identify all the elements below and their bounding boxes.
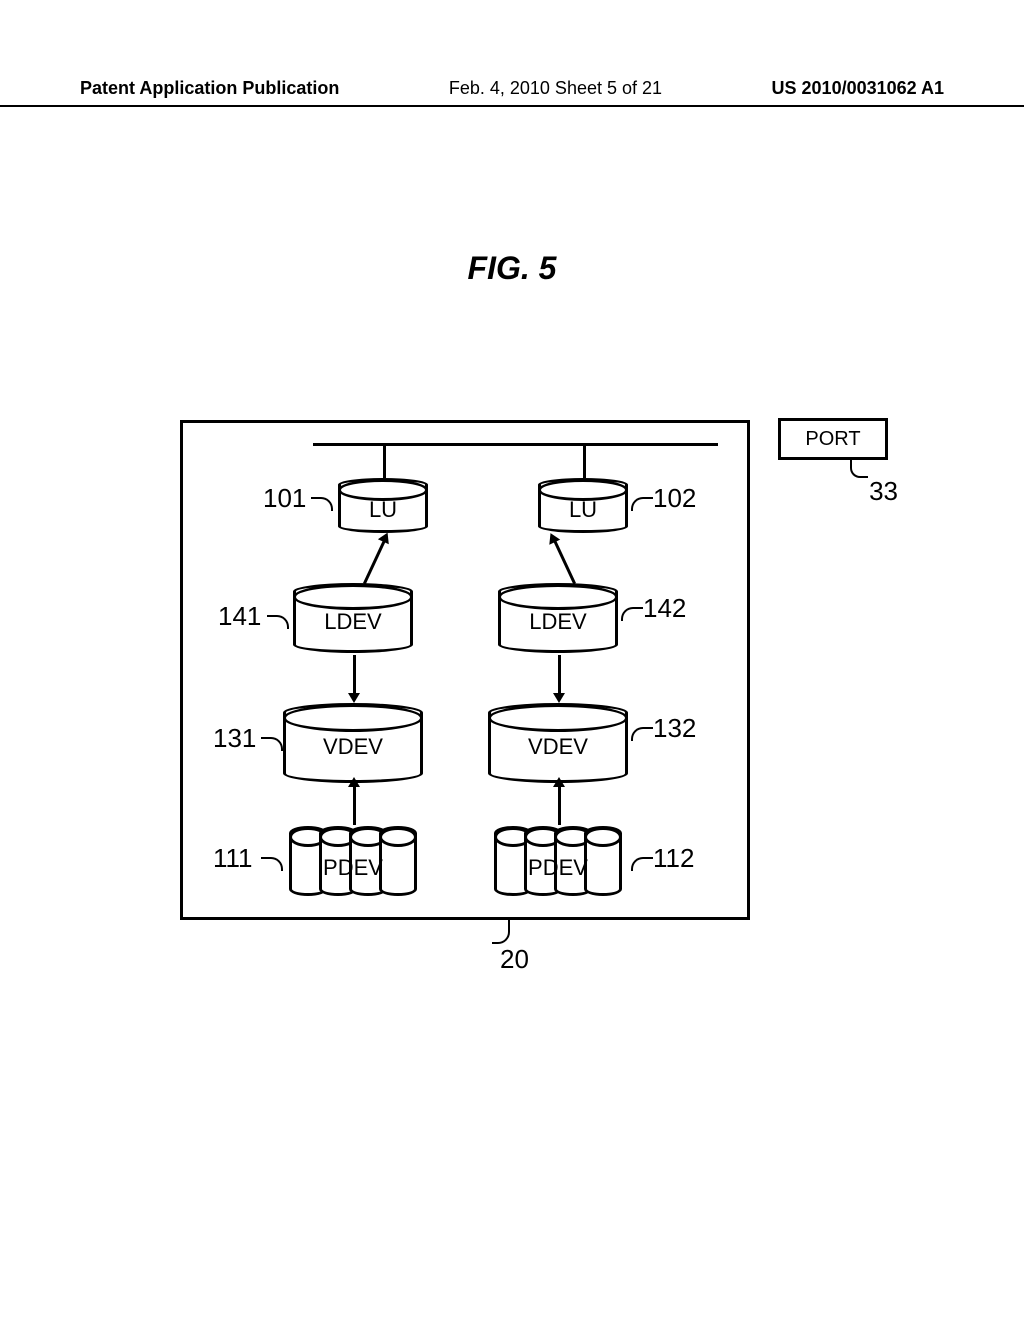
ref-142: 142 xyxy=(643,593,686,624)
ldev-2-label: LDEV xyxy=(529,609,586,635)
ref-112: 112 xyxy=(653,843,694,874)
ref-20: 20 xyxy=(500,944,529,975)
arrow-pdev2-vdev2 xyxy=(558,785,561,825)
lead-141 xyxy=(267,615,289,629)
vdev-2: VDEV xyxy=(488,703,628,783)
ref-131: 131 xyxy=(213,723,256,754)
lead-111 xyxy=(261,857,283,871)
figure-title: FIG. 5 xyxy=(0,250,1024,287)
ldev-2: LDEV xyxy=(498,583,618,653)
pdev-2-disk xyxy=(584,826,622,896)
lead-20 xyxy=(492,920,510,944)
lu-1-label: LU xyxy=(369,497,397,523)
vdev-1: VDEV xyxy=(283,703,423,783)
lead-102 xyxy=(631,497,653,511)
pdev-2: PDEV xyxy=(488,823,628,898)
pdev-1-label: PDEV xyxy=(323,855,383,881)
ldev-1-label: LDEV xyxy=(324,609,381,635)
ref-141: 141 xyxy=(218,601,261,632)
lu-2-label: LU xyxy=(569,497,597,523)
figure-diagram: LU LU 101 102 LDEV LDEV 141 142 VDEV VDE xyxy=(180,420,820,930)
ldev-1: LDEV xyxy=(293,583,413,653)
lu-2: LU xyxy=(538,478,628,533)
lead-101 xyxy=(311,497,333,511)
storage-box: LU LU 101 102 LDEV LDEV 141 142 VDEV VDE xyxy=(180,420,750,920)
bus-drop-1 xyxy=(383,443,386,478)
arrow-pdev1-vdev1 xyxy=(353,785,356,825)
pdev-1-disk xyxy=(379,826,417,896)
bus-drop-2 xyxy=(583,443,586,478)
ref-132: 132 xyxy=(653,713,696,744)
port-box: PORT xyxy=(778,418,888,460)
lead-131 xyxy=(261,737,283,751)
ref-33: 33 xyxy=(869,476,898,507)
pdev-1: PDEV xyxy=(283,823,423,898)
arrow-ldev1-vdev1 xyxy=(353,655,356,695)
arrow-ldev2-vdev2 xyxy=(558,655,561,695)
lu-1: LU xyxy=(338,478,428,533)
lead-132 xyxy=(631,727,653,741)
vdev-1-label: VDEV xyxy=(323,734,383,760)
ref-101: 101 xyxy=(263,483,306,514)
header-center: Feb. 4, 2010 Sheet 5 of 21 xyxy=(449,78,662,99)
header-left: Patent Application Publication xyxy=(80,78,339,99)
lead-112 xyxy=(631,857,653,871)
pdev-2-label: PDEV xyxy=(528,855,588,881)
lead-33 xyxy=(850,460,868,478)
arrow-ldev1-lu1 xyxy=(363,539,386,584)
vdev-2-label: VDEV xyxy=(528,734,588,760)
lead-142 xyxy=(621,607,643,621)
header-right: US 2010/0031062 A1 xyxy=(772,78,944,99)
page-header: Patent Application Publication Feb. 4, 2… xyxy=(0,78,1024,107)
bus-line xyxy=(313,443,718,446)
arrow-ldev2-lu2 xyxy=(553,539,576,584)
ref-102: 102 xyxy=(653,483,696,514)
port-label: PORT xyxy=(805,428,860,451)
ref-111: 111 xyxy=(213,843,253,874)
